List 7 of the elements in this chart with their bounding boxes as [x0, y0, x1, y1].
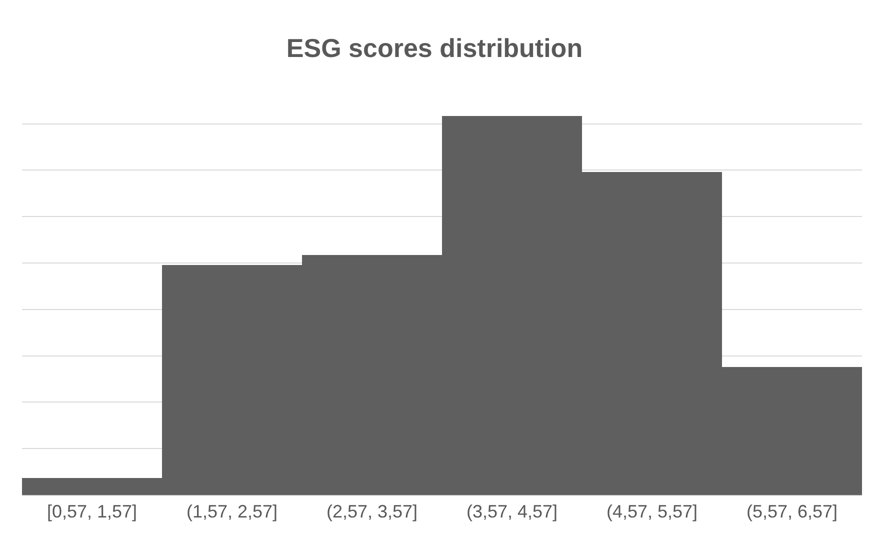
x-tick-label: (2,57, 3,57]: [326, 502, 418, 522]
chart-title: ESG scores distribution: [286, 32, 583, 63]
x-tick-label: (3,57, 4,57]: [466, 502, 558, 522]
x-tick-label: (4,57, 5,57]: [606, 502, 698, 522]
x-tick-label: [0,57, 1,57]: [46, 502, 138, 522]
x-tick-label: (1,57, 2,57]: [186, 502, 278, 522]
x-tick-label: (5,57, 6,57]: [746, 502, 838, 522]
